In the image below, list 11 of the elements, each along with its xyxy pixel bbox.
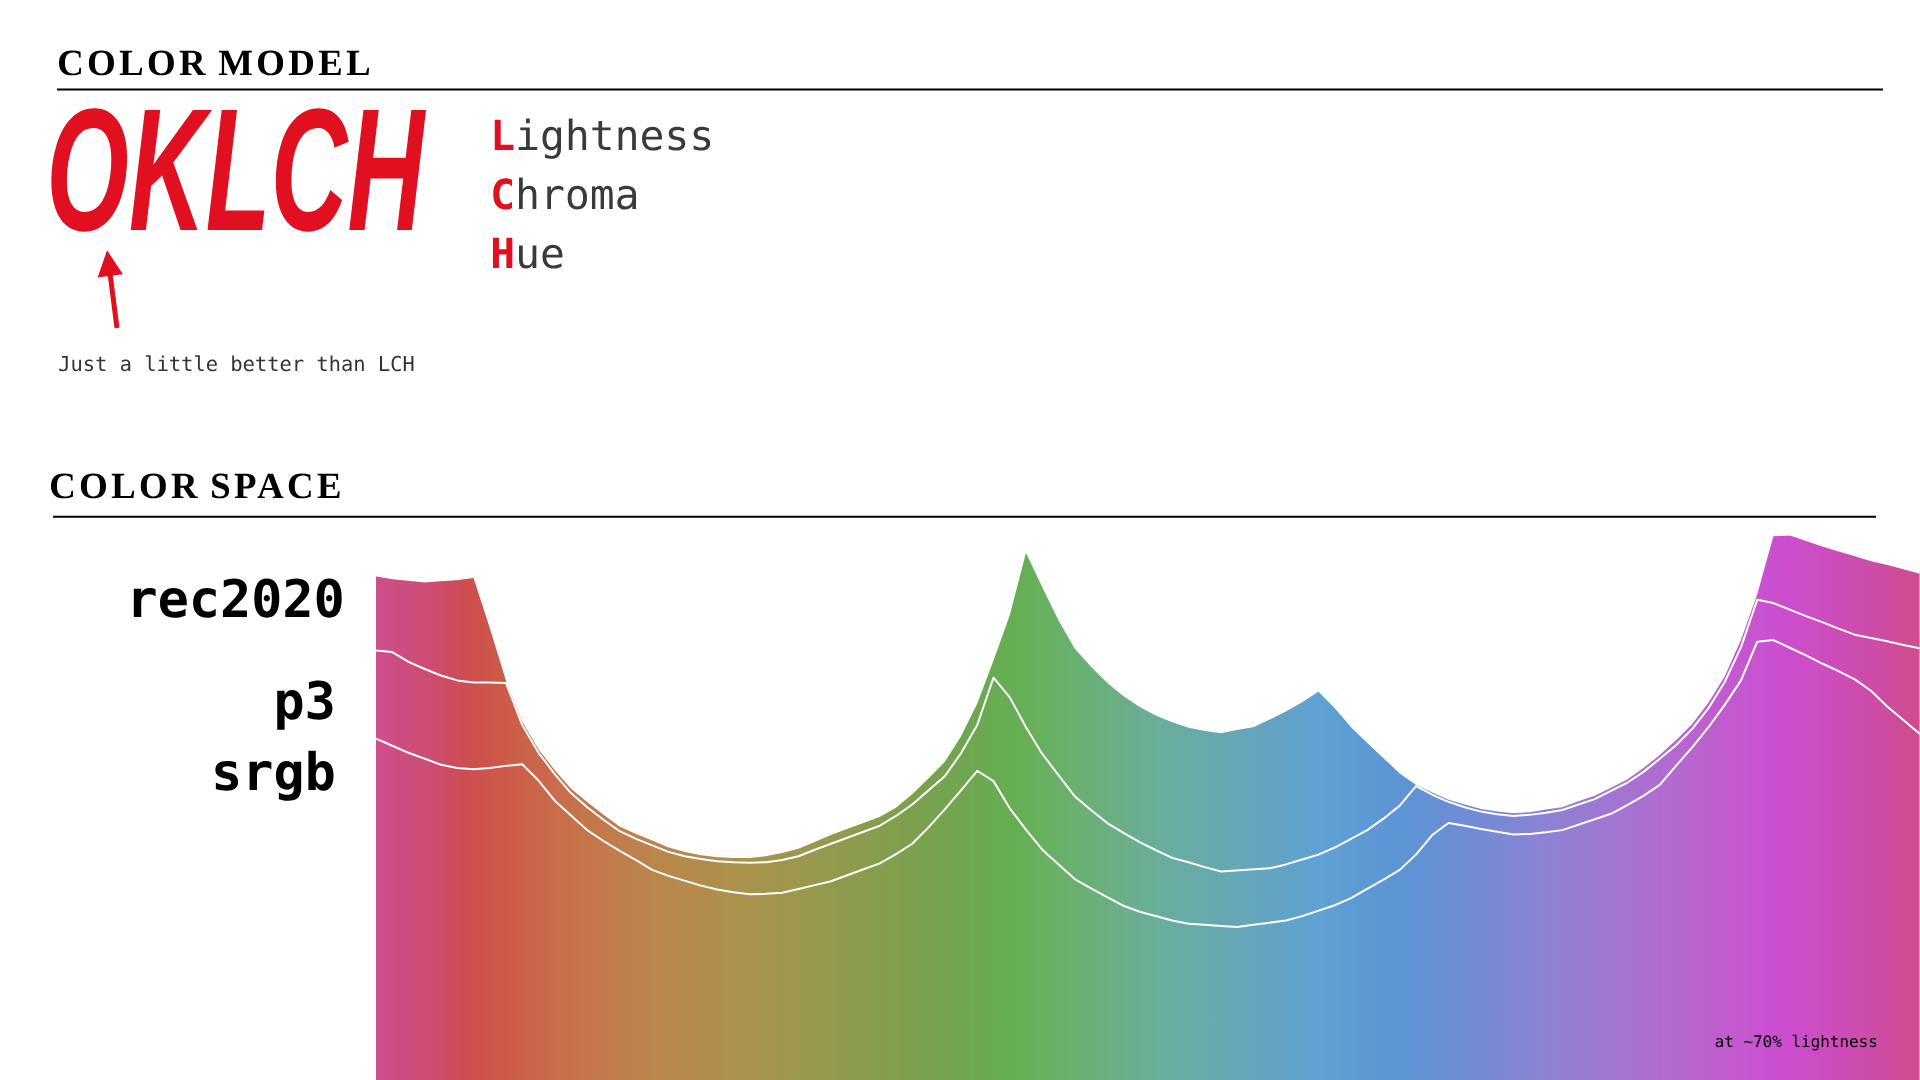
annotation: at ~70% lightness [1715,1034,1877,1051]
text: Hue [492,237,563,269]
chart-title: COLOR SPACE [51,473,340,499]
series-label: rec2020 [133,578,342,618]
series-label: srgb [215,750,334,801]
text: Lightness [494,118,711,159]
text: OKLCH [51,108,427,232]
series-label: p3 [277,680,333,730]
text: Just a little better than LCH [59,355,414,372]
text: Chroma [493,177,637,210]
text: COLOR MODEL [59,50,370,76]
